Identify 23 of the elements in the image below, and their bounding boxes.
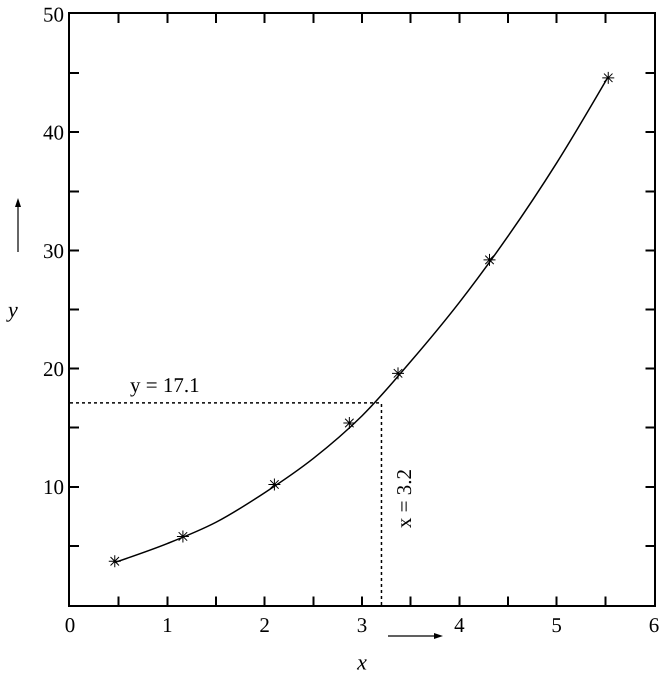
x-tick-label: 1 [162,612,173,637]
y-tick-label: 30 [43,238,64,263]
point [268,478,281,491]
x-tick-label: 2 [259,612,270,637]
x-axis-title: x [356,649,368,674]
x-tick-label: 6 [648,612,660,637]
annotation: x = 3.2 [392,468,416,528]
point [483,253,496,266]
point [342,416,356,430]
point [392,366,405,380]
y-tick-label: 10 [43,475,64,500]
y-tick-label: 40 [43,120,64,145]
annotation: y = 17.1 [130,373,200,397]
point [602,71,615,84]
y-tick-label: 20 [43,356,64,381]
point [108,554,122,568]
x-tick-label: 4 [454,612,466,637]
y-axis-title: y [6,297,18,322]
y-tick-label: 50 [43,2,64,26]
x-tick-label: 3 [356,612,368,637]
x-tick-label: 0 [64,612,76,637]
x-tick-label: 5 [551,612,562,637]
point [176,530,190,543]
